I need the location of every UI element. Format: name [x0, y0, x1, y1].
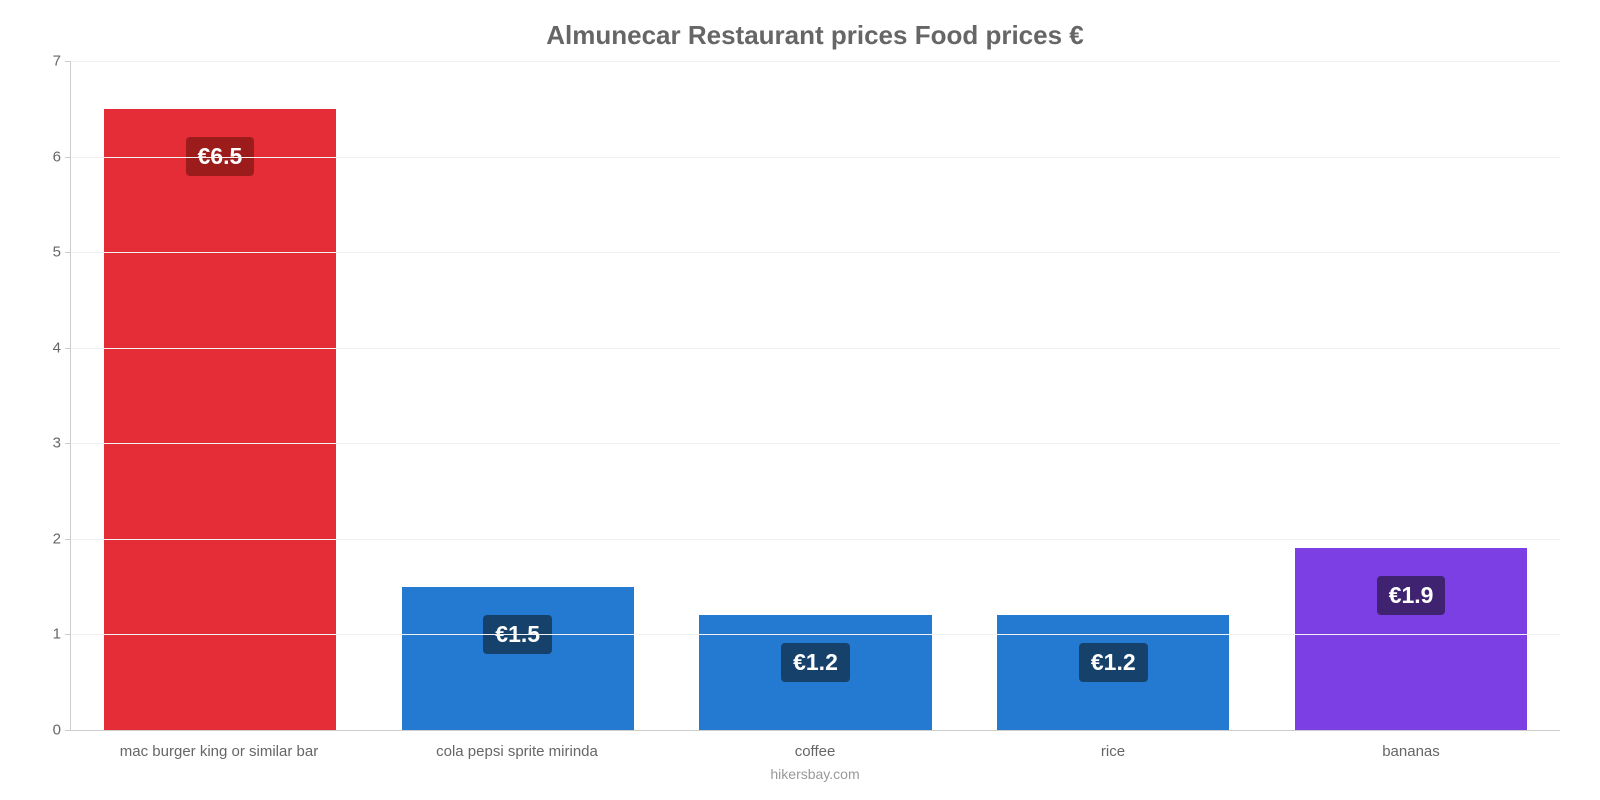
bar-slot: €6.5	[71, 61, 369, 730]
footer-credit: hikersbay.com	[70, 766, 1560, 782]
plot-area: €6.5€1.5€1.2€1.2€1.9 01234567	[70, 61, 1560, 731]
chart-container: Almunecar Restaurant prices Food prices …	[0, 0, 1600, 800]
y-tick-label: 5	[53, 244, 71, 261]
x-axis-labels: mac burger king or similar barcola pepsi…	[70, 743, 1560, 760]
gridline	[71, 634, 1560, 635]
x-axis-label: bananas	[1262, 743, 1560, 760]
y-tick-label: 1	[53, 626, 71, 643]
bar: €1.2	[699, 615, 931, 730]
x-axis-label: cola pepsi sprite mirinda	[368, 743, 666, 760]
gridline	[71, 61, 1560, 62]
gridline	[71, 348, 1560, 349]
x-axis-label: coffee	[666, 743, 964, 760]
bar: €6.5	[104, 109, 336, 730]
x-axis-label: rice	[964, 743, 1262, 760]
y-tick-label: 6	[53, 148, 71, 165]
value-badge: €1.2	[781, 643, 850, 682]
bar: €1.9	[1295, 548, 1527, 730]
value-badge: €1.2	[1079, 643, 1148, 682]
gridline	[71, 539, 1560, 540]
bar: €1.5	[402, 587, 634, 730]
gridline	[71, 443, 1560, 444]
bar-slot: €1.5	[369, 61, 667, 730]
gridline	[71, 252, 1560, 253]
y-tick-label: 7	[53, 53, 71, 70]
x-axis-label: mac burger king or similar bar	[70, 743, 368, 760]
y-tick-label: 3	[53, 435, 71, 452]
y-tick-label: 2	[53, 530, 71, 547]
bar-slot: €1.2	[964, 61, 1262, 730]
gridline	[71, 157, 1560, 158]
bar-slot: €1.2	[667, 61, 965, 730]
y-tick-label: 0	[53, 722, 71, 739]
y-tick-label: 4	[53, 339, 71, 356]
bar: €1.2	[997, 615, 1229, 730]
bar-slot: €1.9	[1262, 61, 1560, 730]
value-badge: €1.9	[1377, 576, 1446, 615]
bars-row: €6.5 €1.5 €1.2 €1.2 €1.9	[71, 61, 1560, 730]
chart-title: Almunecar Restaurant prices Food prices …	[70, 20, 1560, 51]
